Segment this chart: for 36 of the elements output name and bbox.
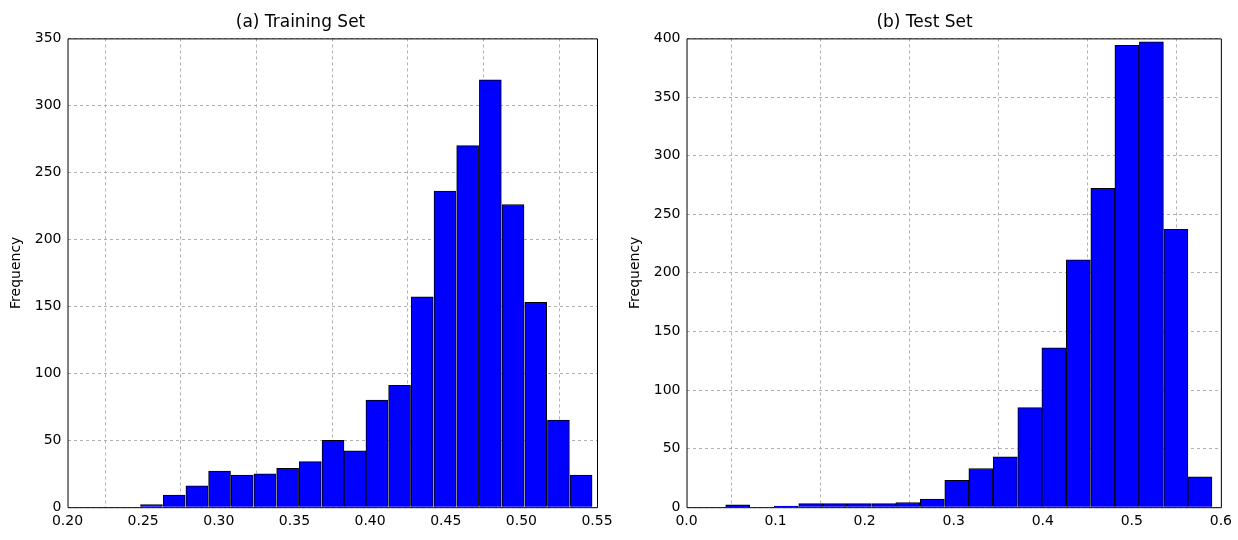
x-tick-label: 0.25: [127, 512, 159, 529]
x-tick-label: 0.30: [203, 512, 235, 529]
y-tick-label: 50: [43, 430, 62, 447]
x-tick-label: 0.4: [1031, 512, 1054, 529]
x-tick-label: 0.3: [942, 512, 965, 529]
y-tick-label: 0: [671, 497, 681, 514]
y-tick-label: 100: [34, 363, 62, 380]
y-tick-label: 150: [653, 322, 681, 339]
x-tick-label: 0.50: [505, 512, 537, 529]
y-tick-label: 150: [34, 296, 62, 313]
y-tick-label: 100: [653, 380, 681, 397]
chart-title: (a) Training Set: [235, 10, 366, 31]
x-tick-label: 0.1: [764, 512, 787, 529]
x-tick-label: 0.45: [430, 512, 462, 529]
y-tick-label: 350: [34, 29, 62, 46]
x-tick-label: 0.2: [853, 512, 876, 529]
y-tick-label: 0: [52, 497, 62, 514]
y-tick-label: 250: [34, 162, 62, 179]
x-tick-label: 0.0: [675, 512, 698, 529]
chart-title: (b) Test Set: [876, 10, 973, 31]
y-tick-label: 200: [653, 263, 681, 280]
x-tick-label: 0.55: [581, 512, 613, 529]
y-tick-label: 300: [34, 96, 62, 113]
y-tick-label: 350: [653, 87, 681, 104]
x-tick-label: 0.6: [1209, 512, 1233, 529]
y-axis-title: Frequency: [626, 236, 643, 309]
y-tick-label: 200: [34, 229, 62, 246]
y-tick-label: 50: [662, 439, 681, 456]
y-axis-title: Frequency: [7, 236, 24, 309]
x-tick-label: 0.5: [1120, 512, 1143, 529]
x-tick-label: 0.20: [51, 512, 84, 529]
x-tick-label: 0.35: [278, 512, 311, 529]
y-tick-label: 400: [653, 29, 681, 46]
y-tick-label: 250: [653, 204, 681, 221]
x-tick-label: 0.40: [354, 512, 386, 529]
y-tick-label: 300: [653, 146, 681, 163]
